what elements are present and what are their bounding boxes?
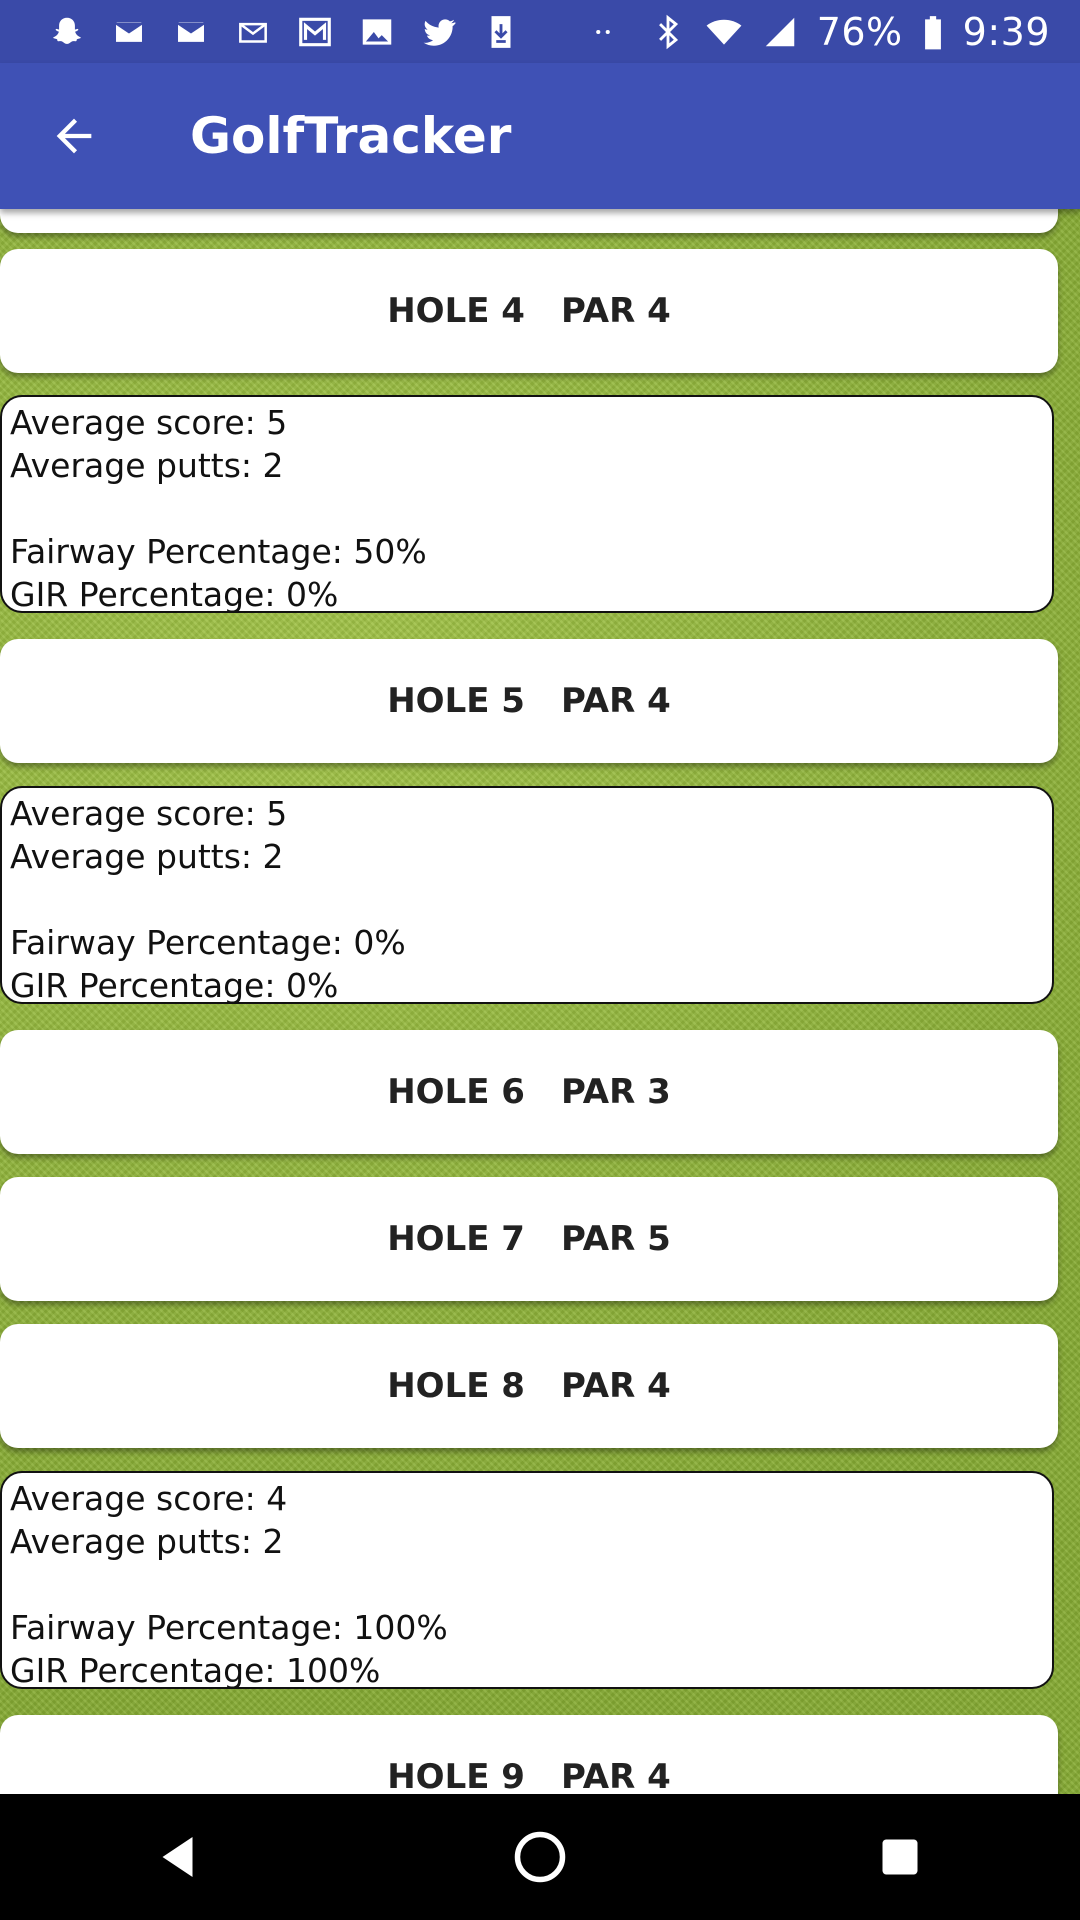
more-dots-icon bbox=[584, 13, 622, 51]
hole-card-6[interactable]: HOLE 6 PAR 3 bbox=[0, 1030, 1058, 1154]
par-label: PAR 4 bbox=[560, 1366, 671, 1406]
bluetooth-icon bbox=[649, 13, 687, 51]
app-title: GolfTracker bbox=[190, 107, 512, 165]
par-label: PAR 4 bbox=[560, 681, 671, 721]
hole-stats-4: Average score: 5 Average putts: 2 Fairwa… bbox=[0, 395, 1054, 614]
hole-card-4[interactable]: HOLE 4 PAR 4 bbox=[0, 249, 1058, 373]
back-triangle-icon bbox=[162, 1837, 193, 1877]
clock: 9:39 bbox=[962, 9, 1050, 54]
gir-percentage: GIR Percentage: 0% bbox=[10, 966, 339, 1005]
download-icon bbox=[482, 13, 520, 51]
average-putts: Average putts: 2 bbox=[10, 837, 284, 876]
average-score: Average score: 4 bbox=[10, 1479, 288, 1518]
wifi-icon bbox=[705, 13, 743, 51]
battery-icon bbox=[921, 13, 945, 51]
navigation-bar bbox=[0, 1794, 1080, 1920]
hole-card-7[interactable]: HOLE 7 PAR 5 bbox=[0, 1177, 1058, 1301]
nav-home-button[interactable] bbox=[500, 1817, 580, 1897]
nav-back-button[interactable] bbox=[140, 1817, 220, 1897]
recents-square-icon bbox=[882, 1839, 918, 1875]
par-label: PAR 4 bbox=[560, 291, 671, 331]
hole-list[interactable]: HOLE 4 PAR 4 Average score: 5 Average pu… bbox=[0, 209, 1080, 1794]
hole-stats-5: Average score: 5 Average putts: 2 Fairwa… bbox=[0, 786, 1054, 1005]
hole-label: HOLE 7 bbox=[387, 1219, 525, 1259]
mail-icon bbox=[110, 13, 148, 51]
notification-icons bbox=[48, 13, 649, 51]
back-button[interactable] bbox=[44, 106, 104, 166]
signal-icon bbox=[761, 13, 799, 51]
gir-percentage: GIR Percentage: 100% bbox=[10, 1651, 381, 1690]
hole-label: HOLE 9 bbox=[387, 1757, 525, 1794]
twitter-icon bbox=[420, 13, 458, 51]
hole-label: HOLE 8 bbox=[387, 1366, 525, 1406]
fairway-percentage: Fairway Percentage: 100% bbox=[10, 1608, 448, 1647]
gir-percentage: GIR Percentage: 0% bbox=[10, 575, 339, 614]
par-label: PAR 5 bbox=[560, 1219, 671, 1259]
nav-recents-button[interactable] bbox=[860, 1817, 940, 1897]
home-circle-icon bbox=[514, 1831, 566, 1883]
mail-outline-icon bbox=[234, 13, 272, 51]
fairway-percentage: Fairway Percentage: 0% bbox=[10, 923, 406, 962]
hole-card-8[interactable]: HOLE 8 PAR 4 bbox=[0, 1324, 1058, 1448]
app-bar: GolfTracker bbox=[0, 63, 1080, 209]
mail-icon bbox=[172, 13, 210, 51]
battery-percentage: 76% bbox=[816, 9, 903, 54]
par-label: PAR 3 bbox=[560, 1072, 671, 1112]
previous-card-partial[interactable] bbox=[0, 209, 1058, 233]
arrow-left-icon bbox=[56, 118, 92, 154]
hole-label: HOLE 5 bbox=[387, 681, 525, 721]
status-bar: 76% 9:39 bbox=[0, 0, 1080, 63]
par-label: PAR 4 bbox=[560, 1757, 671, 1794]
average-putts: Average putts: 2 bbox=[10, 446, 284, 485]
image-icon bbox=[358, 13, 396, 51]
hole-card-9[interactable]: HOLE 9 PAR 4 bbox=[0, 1715, 1058, 1794]
average-score: Average score: 5 bbox=[10, 403, 288, 442]
fairway-percentage: Fairway Percentage: 50% bbox=[10, 532, 427, 571]
hole-label: HOLE 6 bbox=[387, 1072, 525, 1112]
system-icons: 76% 9:39 bbox=[649, 10, 1050, 54]
gmail-icon bbox=[296, 13, 334, 51]
hole-label: HOLE 4 bbox=[387, 291, 525, 331]
hole-stats-8: Average score: 4 Average putts: 2 Fairwa… bbox=[0, 1471, 1054, 1690]
average-score: Average score: 5 bbox=[10, 794, 288, 833]
snapchat-icon bbox=[48, 13, 86, 51]
hole-card-5[interactable]: HOLE 5 PAR 4 bbox=[0, 639, 1058, 763]
average-putts: Average putts: 2 bbox=[10, 1522, 284, 1561]
